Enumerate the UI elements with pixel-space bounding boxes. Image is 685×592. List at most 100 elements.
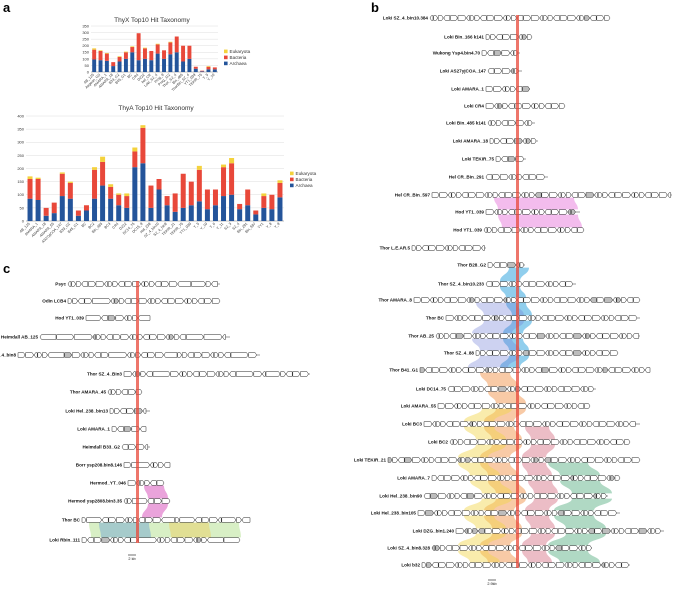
gene-arrow: [462, 403, 468, 409]
synteny-ribbon: [89, 522, 241, 538]
bar-bacteria: [156, 179, 162, 190]
gene-arrow: [118, 537, 124, 543]
bar-eukaryota: [35, 177, 41, 179]
gene-arrow: [433, 15, 438, 21]
gene-arrow: [468, 562, 476, 568]
gene-arrow: [140, 371, 147, 377]
gene-arrow: [101, 315, 108, 321]
gene-arrow: [138, 517, 146, 523]
gene-arrow: [644, 192, 652, 198]
gene-arrow: [500, 350, 509, 356]
track-label: Loki SZ_4_bin10.384: [383, 16, 429, 21]
gene-arrow: [536, 439, 544, 445]
gene-arrow: [595, 457, 604, 463]
gene-arrow: [547, 315, 556, 321]
bar-archaea: [212, 69, 217, 72]
gene-arrow: [541, 367, 550, 373]
gene-arrow: [539, 209, 545, 215]
gene-arrow: [557, 528, 566, 534]
gene-arrow: [490, 315, 495, 321]
gene-arrow: [485, 350, 493, 356]
synteny-ribbon: [169, 522, 211, 538]
gene-arrow: [223, 371, 230, 377]
gene-arrow: [584, 403, 591, 409]
gene-arrow: [492, 192, 499, 198]
gene-arrow: [501, 86, 506, 92]
gene-arrow: [522, 333, 530, 339]
bar-archaea: [188, 205, 194, 221]
gene-arrow: [540, 403, 548, 409]
bar-bacteria: [83, 205, 89, 211]
bar-bacteria: [180, 173, 186, 208]
gene-arrow: [556, 493, 560, 499]
gene-arrow: [443, 333, 450, 339]
gene-arrow: [534, 209, 540, 215]
gene-arrow: [203, 334, 223, 340]
gene-arrow: [527, 403, 531, 409]
track-label: Loki Bin_485 k141: [446, 121, 486, 126]
bar-archaea: [164, 205, 170, 221]
gene-arrow: [587, 457, 596, 463]
gene-arrow: [292, 371, 301, 377]
bar-bacteria: [187, 45, 192, 59]
gene-arrow: [71, 352, 81, 358]
gene-arrow: [101, 537, 111, 543]
bar-archaea: [92, 59, 97, 72]
gene-arrow: [121, 389, 129, 395]
gene-arrow: [508, 209, 515, 215]
gene-arrow: [570, 227, 578, 233]
gene-arrow: [206, 371, 216, 377]
synteny-ribbon: [480, 372, 518, 387]
gene-arrow: [609, 350, 619, 356]
bar-eukaryota: [27, 176, 33, 179]
synteny-ribbon: [522, 533, 555, 546]
gene-arrow: [523, 493, 528, 499]
y-tick-label: 400: [17, 113, 24, 118]
gene-arrow: [477, 457, 486, 463]
category-label: SZ_3: [223, 222, 232, 231]
gene-arrow: [587, 439, 597, 445]
bar-eukaryota: [277, 180, 283, 183]
gene-arrow: [39, 334, 57, 340]
track-label: Loki AMARA_1: [451, 87, 484, 92]
gene-arrow: [215, 371, 220, 377]
gene-arrow: [466, 297, 471, 303]
gene-arrow: [412, 457, 421, 463]
gene-arrow: [600, 315, 605, 321]
gene-arrow: [518, 403, 528, 409]
gene-arrow: [567, 15, 577, 21]
gene-arrow: [484, 528, 493, 534]
gene-arrow: [572, 562, 579, 568]
gene-arrow: [521, 528, 529, 534]
synteny-ribbon: [476, 302, 524, 316]
track-label: Thor BC: [62, 518, 81, 523]
gene-arrow: [431, 562, 439, 568]
gene-arrow: [589, 15, 597, 21]
bar-eukaryota: [108, 184, 114, 187]
gene-arrow: [507, 262, 517, 268]
gene-arrow: [567, 403, 572, 409]
legend-swatch: [224, 61, 228, 66]
gene-arrow: [610, 528, 615, 534]
synteny-ribbon: [464, 426, 506, 440]
gene-arrow: [519, 262, 525, 268]
bar-archaea: [104, 60, 109, 72]
gene-arrow: [492, 367, 499, 373]
category-label: BC: [127, 73, 134, 80]
category-label: BC: [81, 222, 88, 229]
gene-arrow: [505, 86, 511, 92]
gene-arrow: [604, 297, 613, 303]
gene-arrow: [523, 227, 529, 233]
gene-arrow: [37, 352, 43, 358]
bar-archaea: [196, 201, 202, 221]
bar-archaea: [237, 209, 243, 221]
gene-arrow: [597, 192, 603, 198]
gene-arrow: [167, 298, 176, 304]
gene-arrow: [486, 333, 493, 339]
gene-arrow: [520, 510, 528, 516]
gene-arrow: [451, 192, 457, 198]
gene-arrow: [584, 562, 593, 568]
gene-arrow: [511, 297, 517, 303]
gene-arrow: [470, 439, 478, 445]
gene-arrow: [536, 562, 542, 568]
